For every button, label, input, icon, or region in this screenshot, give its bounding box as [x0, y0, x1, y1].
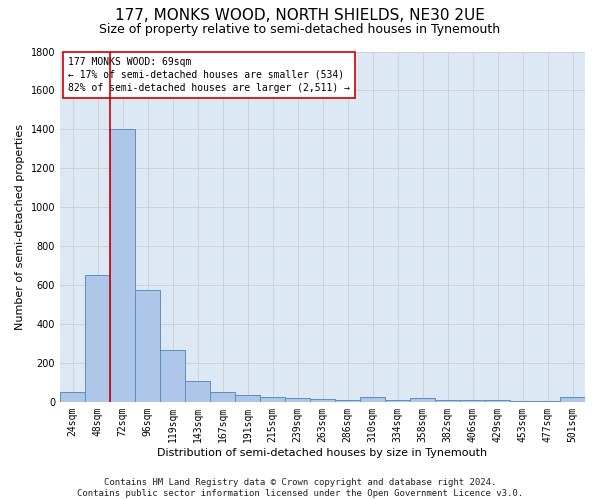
X-axis label: Distribution of semi-detached houses by size in Tynemouth: Distribution of semi-detached houses by …: [157, 448, 488, 458]
Bar: [235, 395, 260, 402]
Bar: [85, 276, 110, 402]
Bar: [210, 392, 235, 402]
Bar: [310, 399, 335, 402]
Bar: [185, 382, 210, 402]
Text: 177, MONKS WOOD, NORTH SHIELDS, NE30 2UE: 177, MONKS WOOD, NORTH SHIELDS, NE30 2UE: [115, 8, 485, 22]
Bar: [435, 400, 460, 402]
Y-axis label: Number of semi-detached properties: Number of semi-detached properties: [15, 124, 25, 330]
Bar: [510, 401, 535, 402]
Bar: [360, 397, 385, 402]
Text: 177 MONKS WOOD: 69sqm
← 17% of semi-detached houses are smaller (534)
82% of sem: 177 MONKS WOOD: 69sqm ← 17% of semi-deta…: [68, 57, 350, 93]
Bar: [110, 130, 135, 402]
Bar: [535, 401, 560, 402]
Bar: [485, 400, 510, 402]
Bar: [60, 392, 85, 402]
Bar: [260, 397, 285, 402]
Bar: [560, 397, 585, 402]
Text: Size of property relative to semi-detached houses in Tynemouth: Size of property relative to semi-detach…: [100, 22, 500, 36]
Bar: [160, 350, 185, 402]
Bar: [135, 290, 160, 402]
Bar: [285, 398, 310, 402]
Bar: [410, 398, 435, 402]
Bar: [460, 400, 485, 402]
Bar: [385, 400, 410, 402]
Bar: [335, 400, 360, 402]
Text: Contains HM Land Registry data © Crown copyright and database right 2024.
Contai: Contains HM Land Registry data © Crown c…: [77, 478, 523, 498]
